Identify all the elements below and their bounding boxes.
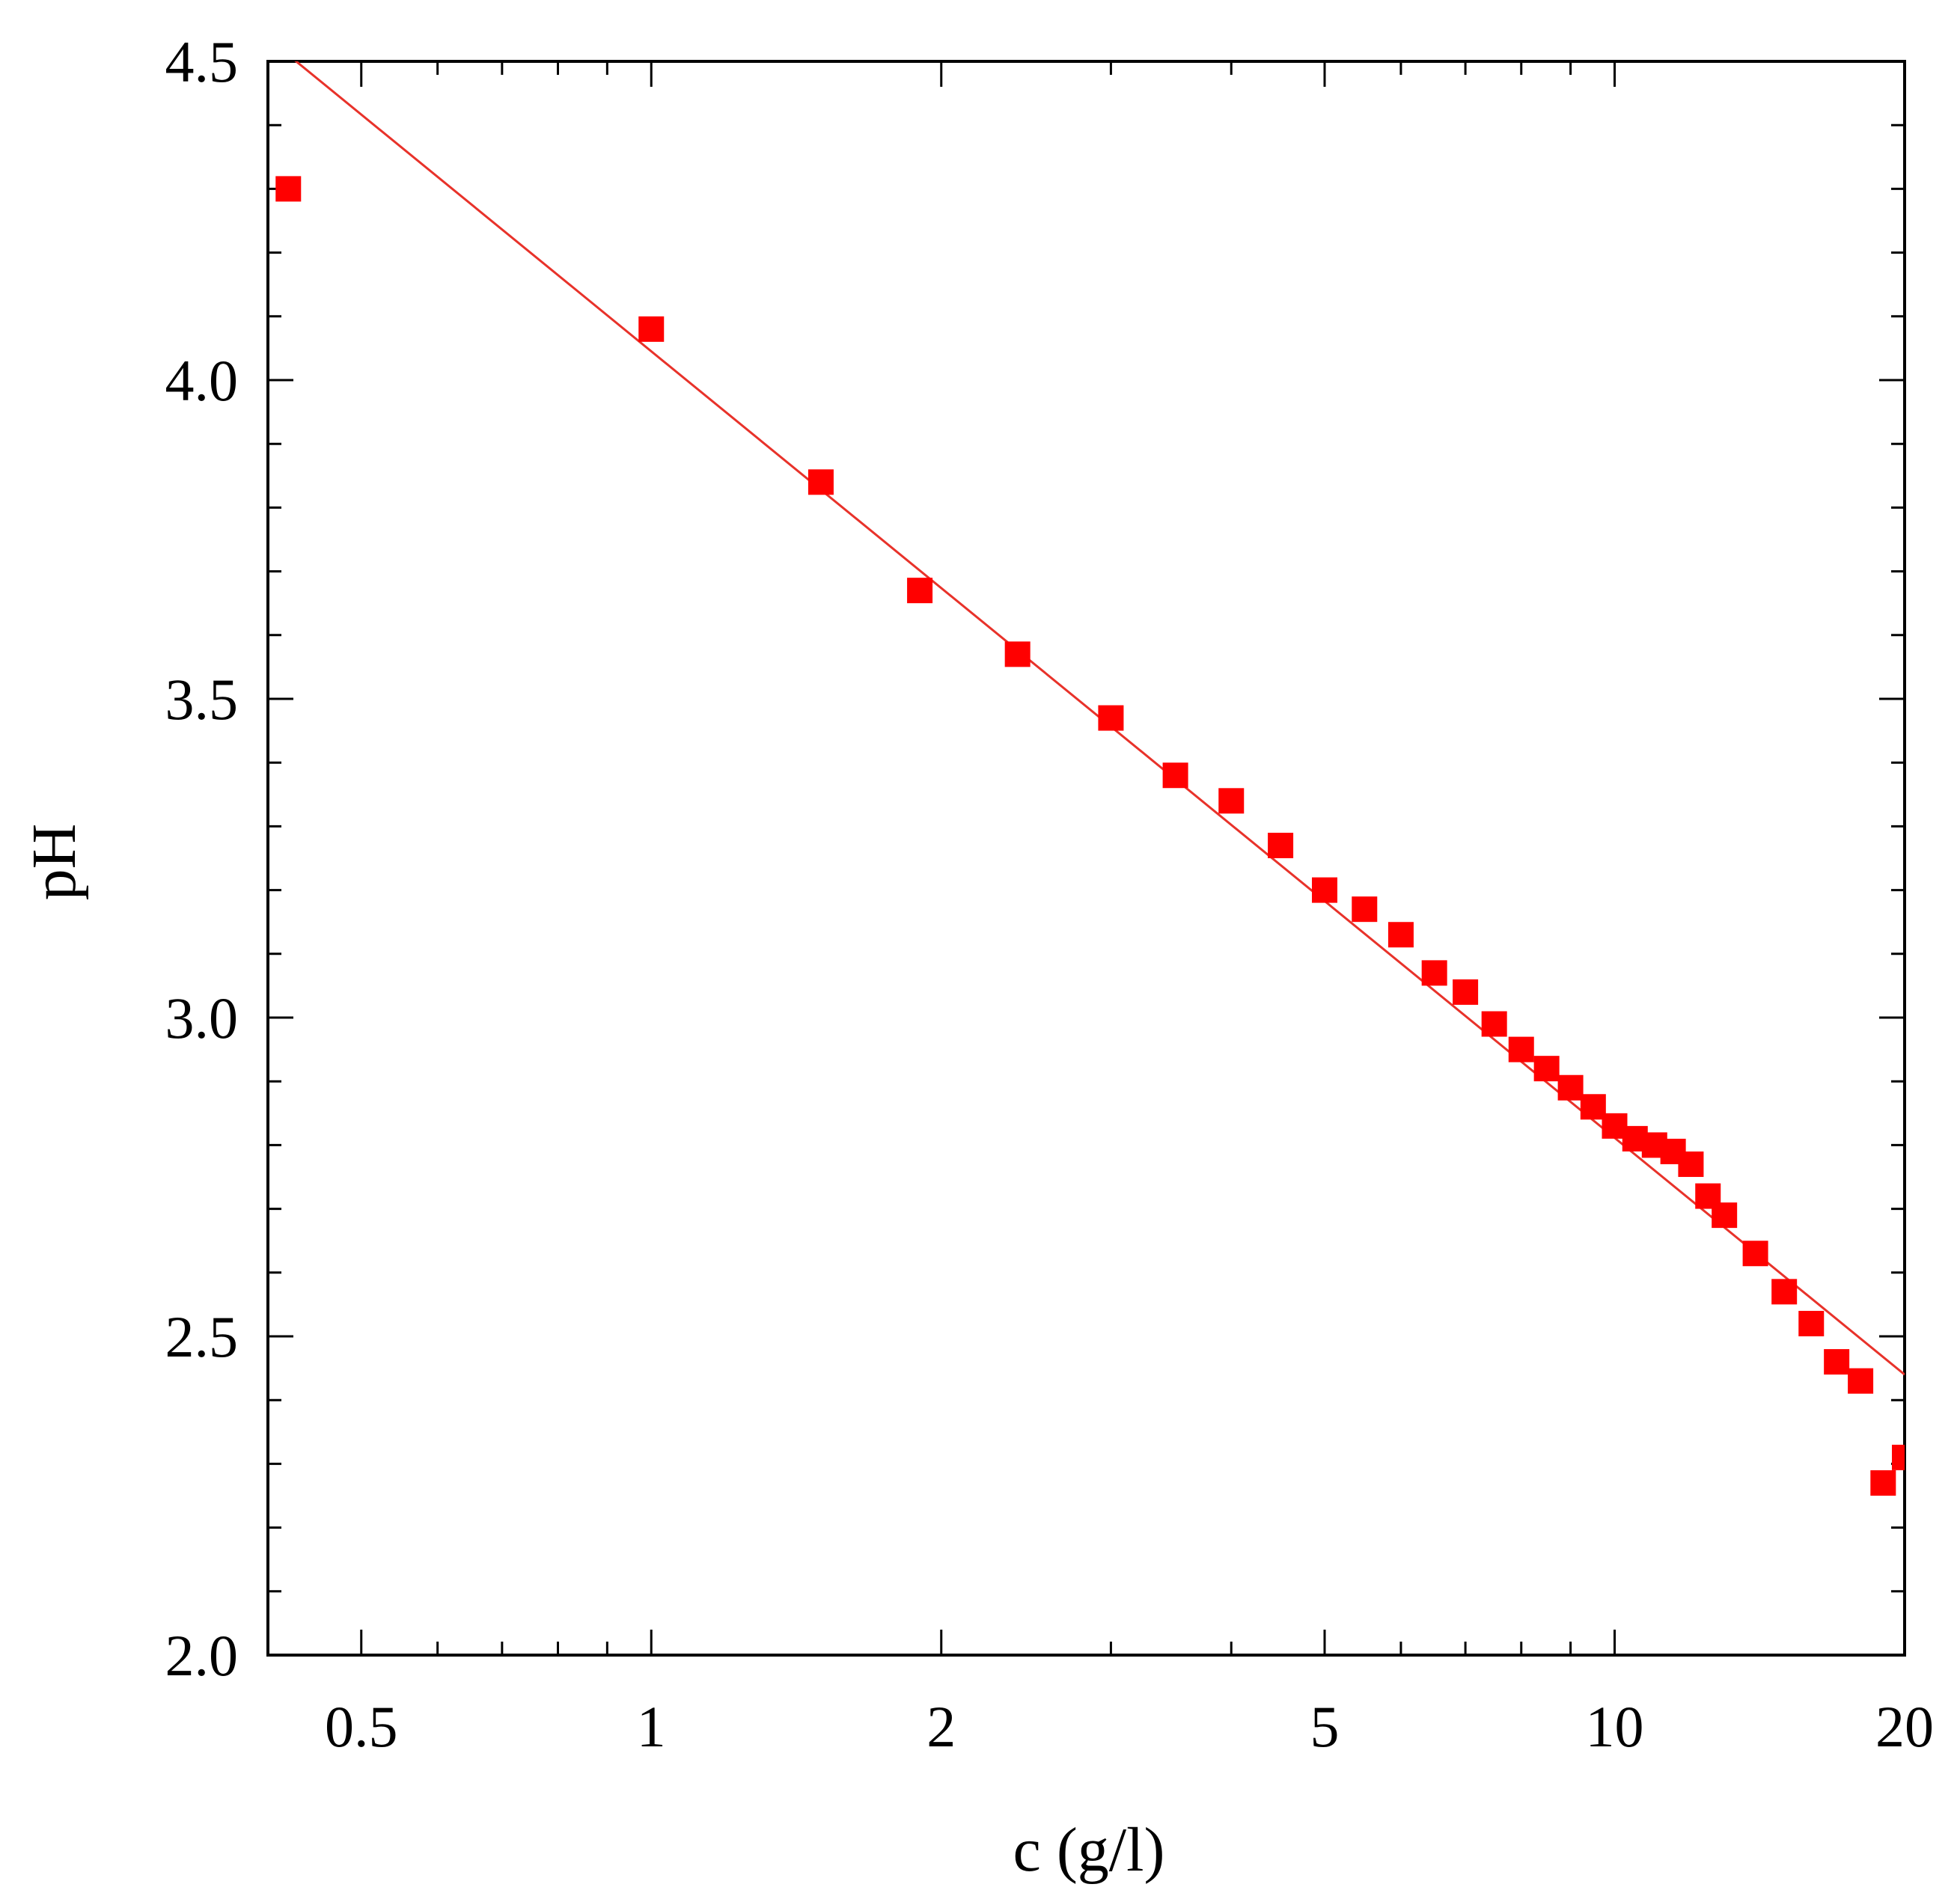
data-point — [275, 176, 302, 202]
y-tick-label: 4.5 — [165, 29, 239, 94]
y-tick-label: 4.0 — [165, 348, 239, 413]
data-points-layer — [275, 176, 1905, 1496]
plot-border — [266, 60, 1906, 1657]
x-axis-tick-labels: 0.5 1 2 5 10 20 — [325, 1694, 1934, 1759]
data-point — [1481, 1011, 1507, 1037]
y-tick-label: 3.5 — [165, 667, 239, 732]
data-point — [638, 316, 665, 342]
y-axis-label: pH — [19, 824, 89, 901]
data-point — [1892, 1444, 1905, 1470]
data-point — [1771, 1279, 1798, 1305]
data-point — [1798, 1310, 1825, 1336]
x-axis-label: c (g/l) — [1013, 1815, 1165, 1885]
data-point — [1162, 762, 1188, 789]
data-point — [1533, 1056, 1560, 1082]
data-point — [1678, 1151, 1704, 1177]
x-tick-label: 5 — [1310, 1694, 1339, 1759]
y-axis-ticks — [268, 60, 1905, 1657]
data-point — [1742, 1241, 1768, 1267]
fit-line — [294, 61, 1905, 1376]
y-axis-tick-labels: 2.0 2.5 3.0 3.5 4.0 4.5 — [165, 29, 239, 1688]
data-point — [1311, 877, 1337, 903]
data-point — [907, 578, 933, 604]
x-tick-label: 10 — [1585, 1694, 1643, 1759]
y-tick-label: 2.5 — [165, 1304, 239, 1369]
data-point — [1508, 1036, 1534, 1062]
data-point — [1098, 705, 1124, 731]
data-point — [1004, 641, 1031, 667]
data-point — [1387, 922, 1414, 948]
plot-frame — [266, 60, 1906, 1657]
x-tick-label: 0.5 — [325, 1694, 398, 1759]
x-axis-ticks — [360, 61, 1906, 1655]
data-point — [1352, 896, 1378, 923]
data-point — [1712, 1202, 1738, 1229]
data-point — [1824, 1349, 1850, 1375]
y-tick-label: 3.0 — [165, 985, 239, 1051]
x-tick-label: 2 — [926, 1694, 956, 1759]
data-point — [1557, 1074, 1584, 1101]
data-point — [807, 469, 834, 495]
data-point — [1453, 979, 1479, 1005]
x-tick-label: 20 — [1875, 1694, 1934, 1759]
data-point — [1218, 788, 1245, 814]
data-point — [1421, 960, 1447, 986]
x-tick-label: 1 — [637, 1694, 666, 1759]
fit-line-layer — [294, 61, 1905, 1376]
data-point — [1580, 1094, 1606, 1120]
data-point — [1268, 832, 1294, 858]
data-point — [1848, 1368, 1874, 1394]
data-point — [1870, 1470, 1896, 1496]
y-tick-label: 2.0 — [165, 1623, 239, 1688]
